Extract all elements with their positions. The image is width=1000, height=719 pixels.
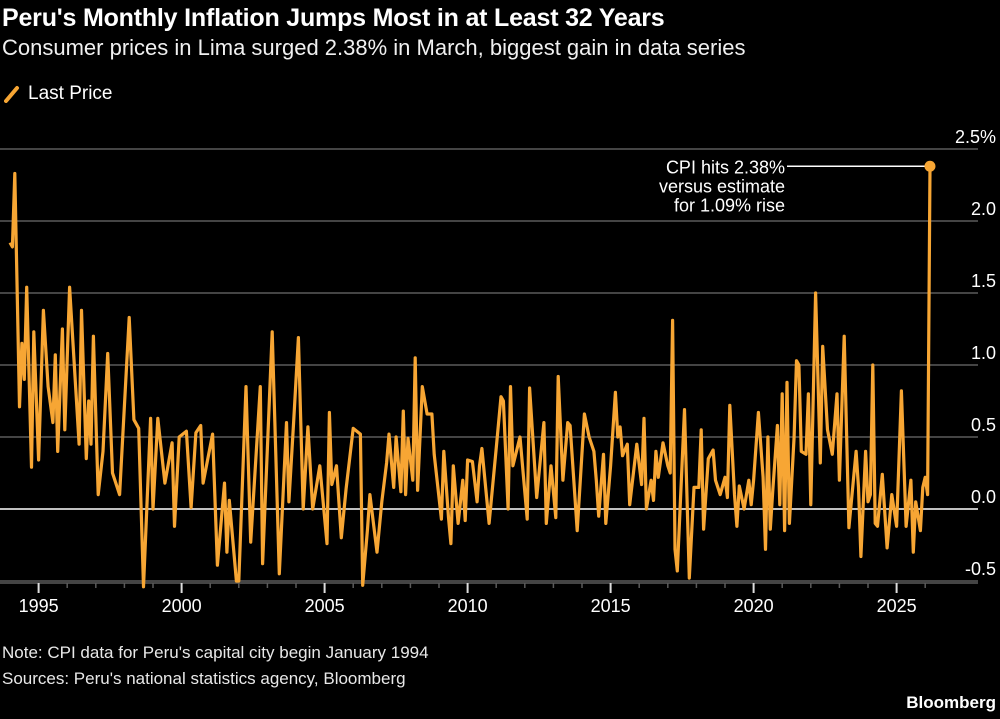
x-tick-label: 1995	[19, 596, 59, 616]
annotation-marker	[924, 160, 936, 172]
legend-label: Last Price	[28, 83, 113, 104]
x-tick-label: 2005	[305, 596, 345, 616]
y-tick-label: 2.0	[971, 199, 996, 219]
sources: Sources: Peru's national statistics agen…	[2, 669, 406, 688]
y-tick-label: 0.5	[971, 415, 996, 435]
annotation-text: for 1.09% rise	[674, 195, 785, 215]
footnote: Note: CPI data for Peru's capital city b…	[2, 643, 429, 662]
line-chart: -0.5 0.0 0.5 1.0 1.5 2.0 2.5% 1995 2000 2005 2010 2…	[0, 127, 996, 616]
annotation-text: versus estimate	[659, 176, 785, 196]
x-tick-label: 2025	[877, 596, 917, 616]
y-tick-label: 0.0	[971, 487, 996, 507]
series-line-last-price	[8, 166, 932, 589]
x-tick-label: 2010	[448, 596, 488, 616]
x-tick-label: 2000	[162, 596, 202, 616]
legend: Last Price	[4, 83, 112, 105]
y-tick-label: 2.5%	[955, 127, 996, 147]
bloomberg-logo: Bloomberg	[906, 693, 996, 712]
y-tick-label: 1.0	[971, 343, 996, 363]
y-tick-label: 1.5	[971, 271, 996, 291]
chart-title: Peru's Monthly Inflation Jumps Most in a…	[2, 4, 665, 32]
y-tick-label: -0.5	[965, 559, 996, 579]
chart-subtitle: Consumer prices in Lima surged 2.38% in …	[2, 35, 746, 60]
x-tick-label: 2015	[591, 596, 631, 616]
annotation-text: CPI hits 2.38%	[666, 157, 785, 177]
legend-line-icon	[4, 86, 19, 103]
x-tick-label: 2020	[734, 596, 774, 616]
